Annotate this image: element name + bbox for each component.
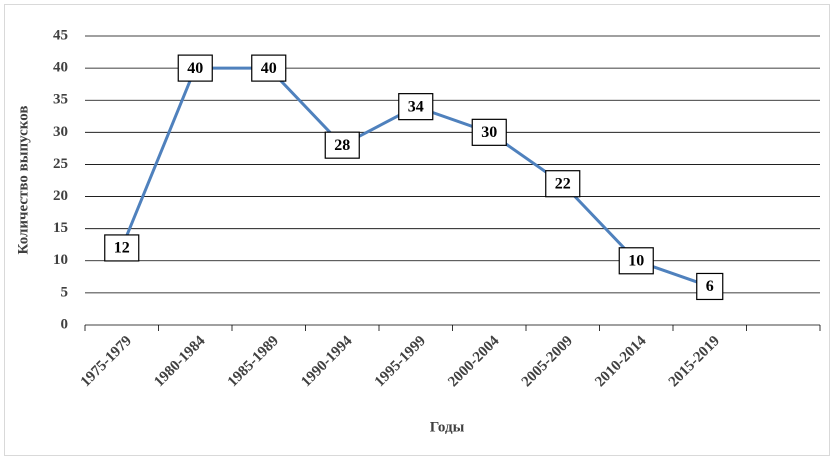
- data-label: 28: [334, 137, 350, 154]
- data-label: 22: [555, 175, 571, 192]
- data-label: 40: [261, 60, 277, 77]
- data-label: 10: [628, 252, 644, 269]
- y-tick-label: 20: [53, 188, 68, 204]
- y-tick-label: 45: [53, 27, 68, 43]
- data-label-box: [177, 54, 213, 82]
- y-tick-label: 40: [53, 60, 68, 76]
- y-tick-label: 35: [53, 92, 68, 108]
- data-label: 6: [706, 278, 714, 295]
- data-label-box: [324, 131, 360, 159]
- y-tick-label: 30: [53, 124, 68, 140]
- y-tick-label: 15: [53, 220, 68, 236]
- y-tick-label: 5: [61, 284, 69, 300]
- y-tick-label: 0: [61, 316, 69, 332]
- data-label-box: [618, 247, 654, 275]
- data-label-box: [251, 54, 287, 82]
- data-label: 40: [187, 60, 203, 77]
- data-label-box: [398, 93, 434, 121]
- data-label: 30: [481, 124, 497, 141]
- y-tick-label: 25: [53, 156, 68, 172]
- chart-border: [4, 4, 830, 456]
- data-label: 34: [408, 98, 424, 115]
- data-label: 12: [114, 240, 130, 257]
- data-label-box: [471, 118, 507, 146]
- data-label-box: [545, 170, 581, 198]
- y-tick-label: 10: [53, 252, 68, 268]
- data-label-box: [104, 234, 140, 262]
- data-label-box: [696, 272, 724, 301]
- y-axis-label: Количество выпусков: [15, 106, 31, 255]
- x-axis-label: Годы: [430, 419, 465, 435]
